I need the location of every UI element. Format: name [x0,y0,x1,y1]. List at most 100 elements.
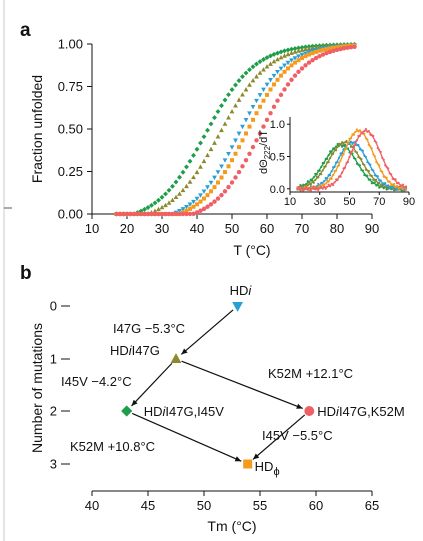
data-point [177,191,182,196]
data-point [254,74,259,79]
node-label: HDϕ [255,459,280,478]
data-point [261,87,266,93]
data-point [236,131,242,137]
data-point [226,92,231,98]
inset-point [342,142,345,146]
data-point [306,60,312,65]
data-point [240,124,245,130]
data-point [226,115,231,120]
data-point [152,200,158,206]
panel-a-x-tick-label: 60 [260,221,274,236]
data-point [184,211,189,217]
data-point [289,50,294,55]
data-point [314,49,318,54]
data-point [156,197,161,203]
data-point [208,202,214,207]
data-point [198,199,203,204]
mutation-edge [252,414,306,460]
data-point [236,78,242,84]
data-point [205,127,210,133]
data-point [233,175,238,180]
data-point [247,124,252,129]
data-point [166,211,172,217]
data-point [223,170,227,175]
inset-point [327,183,330,186]
data-point [275,98,280,103]
data-point [198,193,203,198]
mutation-edge-arrowhead [252,453,260,460]
data-point [187,202,193,207]
inset-y-tick-label: 0.0 [270,184,285,196]
data-point [216,180,220,185]
panel-b-letter: b [20,263,32,284]
data-point [299,47,305,52]
panel-a-x-tick-label: 50 [225,221,239,236]
data-point [219,103,224,109]
data-point [338,46,343,52]
inset-point [320,185,323,188]
inset-x-tick-label: 30 [314,196,326,208]
data-point [229,145,235,150]
data-point [279,73,283,78]
panel-b-x-tick-label: 45 [141,498,155,513]
inset-point [404,188,408,192]
inset-point [345,139,348,143]
data-point [243,87,249,92]
mutation-edge-label: K52M +10.8°C [70,439,155,454]
panel-a-axes: 10 20 30 40 50 60 70 80 90 0.00 0.25 0.50 0.75 1.00 [58,37,380,237]
data-point [268,110,273,116]
data-point [145,211,151,217]
inset-point [300,184,303,187]
panel-a-x-tick-label: 10 [85,221,99,236]
data-point [145,204,151,210]
inset-series-1 [296,139,408,192]
data-point [275,70,280,75]
data-point [212,140,217,145]
panel-a-y-tick-label: 0.00 [58,207,83,222]
data-point [229,87,235,93]
data-point [271,104,277,109]
data-point [209,189,213,194]
data-point [292,56,298,61]
data-point [180,207,186,212]
data-point [121,211,126,217]
panel-a-y-tick-label: 0.25 [58,164,83,179]
data-point [240,92,245,97]
data-point [317,53,322,59]
data-point [219,192,224,198]
data-point [208,146,214,152]
data-point [250,64,256,70]
inset-fit-line [297,130,407,190]
data-point [265,92,269,97]
data-point [229,108,235,114]
panel-b-nodes: HDi HDiI47G HDiI47G,I45V HDiI47G,K52M HDϕ [110,283,405,478]
mutation-edge-arrowhead [131,399,138,406]
node-marker [243,459,253,469]
panel-a: a 10 20 30 40 50 60 70 80 900.000.250.500.751.00… [20,20,415,258]
panel-b-x-tick-label: 55 [253,498,267,513]
data-point [278,66,284,71]
panel-a-y-tick-label: 0.50 [58,122,83,137]
data-point [317,48,322,53]
panel-b-x-label: Tm (°C) [207,518,256,534]
data-point [275,77,280,82]
inset-point [309,189,312,192]
data-point [299,66,305,71]
data-point [215,170,221,175]
data-point [310,45,315,50]
data-point [324,50,329,56]
data-point [341,46,347,51]
data-point [303,54,308,59]
node-label: HDiI47G,I45V [144,404,225,419]
mutation-edge [131,362,173,407]
data-point [194,210,200,215]
panel-a-data [114,41,357,217]
data-point [222,97,228,103]
data-point [159,211,165,217]
data-point [310,51,315,56]
mutation-edge-label: I47G −5.3°C [113,321,185,336]
data-point [264,55,270,61]
panel-a-y-tick-label: 0.75 [58,79,83,94]
data-point [208,121,214,127]
data-point [198,208,203,213]
